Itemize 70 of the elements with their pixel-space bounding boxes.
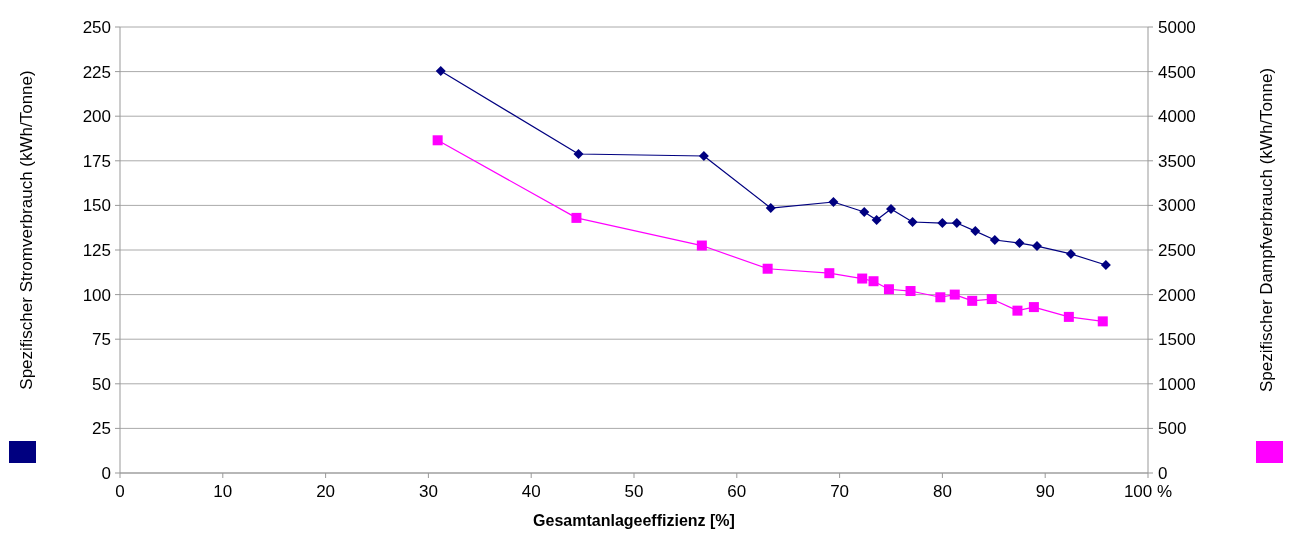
y2-tick-label: 1500 [1158, 330, 1196, 350]
point [432, 135, 443, 146]
y2-tick-label: 2500 [1158, 241, 1196, 260]
point [1012, 305, 1023, 316]
x-tick-label: 0 [115, 482, 125, 501]
y2-tick-label: 4500 [1158, 62, 1196, 82]
x-tick-label: 20 [316, 482, 336, 501]
point [871, 215, 882, 226]
point [935, 292, 946, 303]
point [970, 226, 981, 237]
y-tick-label: 100 [82, 285, 111, 305]
point [698, 150, 709, 161]
point [907, 216, 918, 227]
y-tick-label: 250 [82, 18, 111, 37]
point [1100, 259, 1111, 270]
x-tick-label: 80 [932, 482, 952, 501]
y-axis-title: Spezifischer Stromverbrauch (kWh/Tonne) [17, 70, 36, 390]
x-tick-label: 30 [418, 482, 438, 501]
point [435, 66, 446, 77]
y2-tick-label: 0 [1158, 464, 1168, 483]
point [1031, 241, 1042, 252]
point [828, 197, 839, 208]
point [1028, 302, 1039, 313]
point [696, 240, 707, 251]
point [1097, 316, 1108, 327]
point [986, 294, 997, 305]
point [1063, 311, 1074, 322]
y2-tick-label: 3500 [1158, 151, 1196, 171]
x-axis-title: Gesamtanlageeffizienz [%] [533, 512, 735, 529]
x-tick-label: 40 [521, 482, 541, 501]
x-tick-label: 100 % [1123, 482, 1173, 501]
point [824, 268, 835, 279]
y2-tick-label: 500 [1158, 419, 1187, 439]
y2-tick-label: 4000 [1158, 107, 1196, 127]
point [868, 276, 879, 287]
point [1014, 238, 1025, 249]
point [859, 207, 870, 217]
y-tick-label: 150 [82, 196, 111, 216]
point [951, 218, 962, 229]
point [949, 289, 960, 300]
point [989, 235, 1000, 246]
point [762, 263, 773, 274]
point [573, 149, 584, 160]
y-tick-label: 175 [82, 151, 111, 171]
y-tick-label: 25 [92, 419, 111, 439]
point [905, 286, 916, 297]
x-tick-label: 70 [830, 482, 850, 501]
y-tick-label: 125 [82, 241, 111, 260]
y-tick-label: 75 [92, 330, 111, 350]
x-tick-label: 10 [213, 482, 233, 501]
point [1065, 248, 1076, 259]
x-tick-label: 50 [624, 482, 644, 501]
point [883, 284, 894, 295]
y2-axis-title: Spezifischer Dampfverbrauch (kWh/Tonne) [1257, 67, 1276, 393]
point [886, 203, 896, 214]
y2-tick-label: 1000 [1158, 374, 1196, 394]
point [857, 273, 868, 284]
point [937, 218, 948, 229]
y2-tick-label: 2000 [1158, 285, 1196, 305]
y-tick-label: 50 [92, 374, 111, 394]
point [967, 295, 978, 306]
x-tick-label: 60 [727, 482, 747, 501]
x-tick-label: 90 [1035, 482, 1055, 501]
point [765, 203, 776, 214]
y-tick-label: 225 [82, 62, 111, 82]
y-tick-label: 0 [101, 464, 111, 483]
y2-tick-label: 5000 [1158, 18, 1196, 37]
point [571, 212, 582, 223]
y-tick-label: 200 [82, 107, 111, 127]
y2-tick-label: 3000 [1158, 196, 1196, 216]
